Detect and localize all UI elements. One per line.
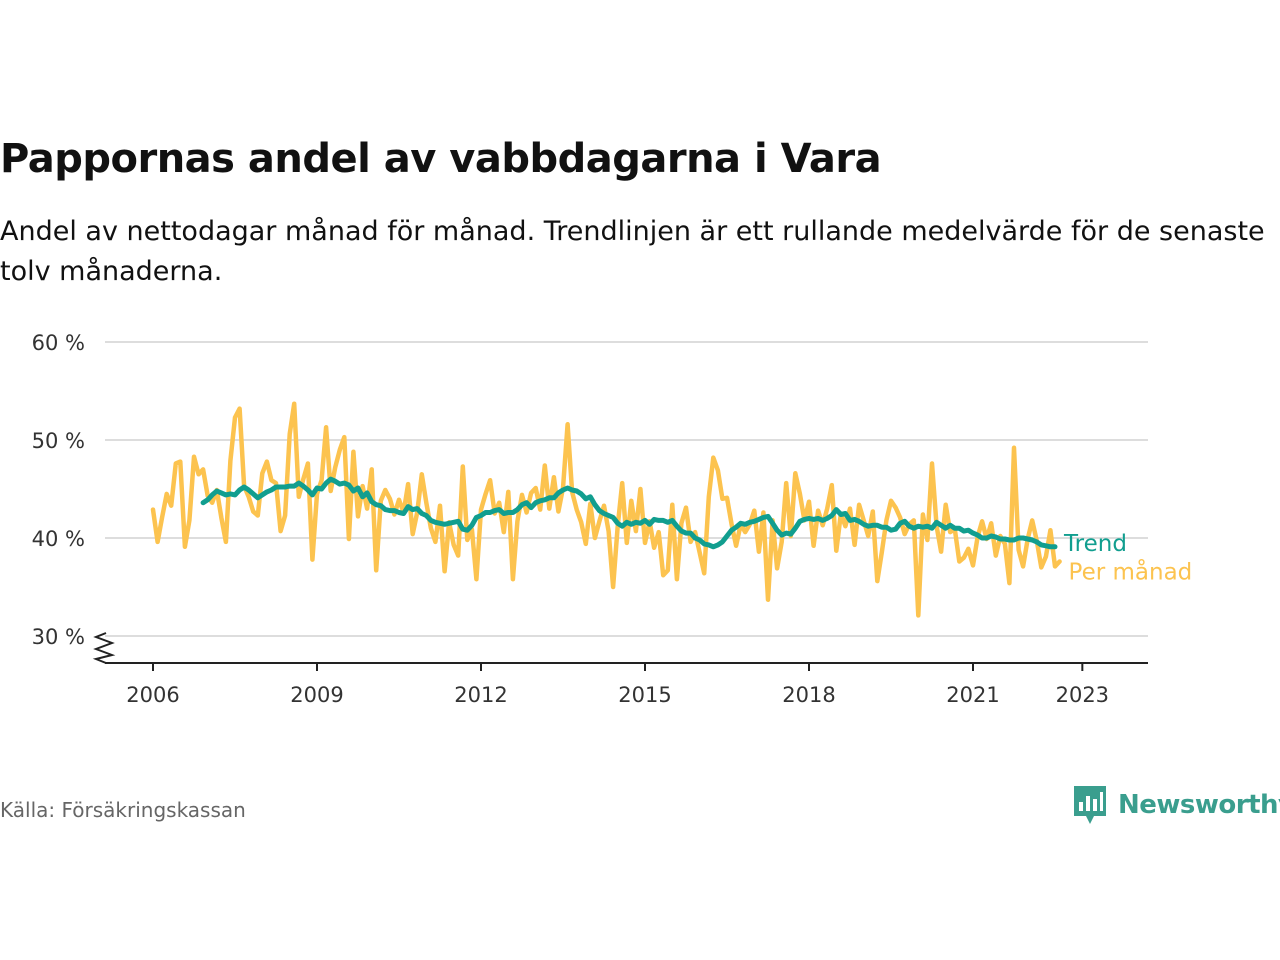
y-axis-tick-labels: 30 % 40 % 50 % 60 % (32, 331, 116, 664)
axis-break-icon (92, 632, 116, 664)
x-tick-label: 2023 (1056, 683, 1109, 707)
y-tick-label: 30 % (32, 625, 85, 649)
trend-label: Trend (1063, 531, 1127, 557)
trend-line (200, 476, 1058, 550)
y-tick-label: 50 % (32, 429, 85, 453)
line-chart: 30 % 40 % 50 % 60 % 2006 2009 2012 2015 2018 202… (32, 331, 1193, 707)
chart-title: Pappornas andel av vabbdagarna i Vara (0, 136, 882, 182)
source-note: Källa: Försäkringskassan (0, 798, 246, 822)
y-tick-label: 40 % (32, 527, 85, 551)
newsworthy-logo-icon (1074, 786, 1106, 824)
y-tick-label: 60 % (32, 331, 85, 355)
x-tick-label: 2018 (782, 683, 835, 707)
chart-subtitle: Andel av nettodagar månad för månad. Tre… (0, 216, 1265, 287)
x-tick-label: 2015 (618, 683, 671, 707)
monthly-label: Per månad (1069, 558, 1193, 586)
series-lines (150, 401, 1062, 618)
brand-name: Newsworthy (1118, 790, 1280, 820)
x-tick-label: 2006 (126, 683, 179, 707)
x-tick-label: 2021 (946, 683, 999, 707)
x-tick-label: 2009 (290, 683, 343, 707)
brand: Newsworthy (1072, 784, 1280, 826)
y-gridlines (105, 341, 1148, 637)
x-axis: 2006 2009 2012 2015 2018 2021 2023 (105, 662, 1148, 707)
monthly-line (150, 401, 1062, 618)
x-tick-label: 2012 (454, 683, 507, 707)
